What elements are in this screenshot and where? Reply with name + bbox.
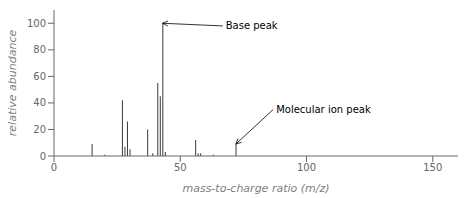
svg-text:50: 50 xyxy=(174,162,187,173)
svg-text:0: 0 xyxy=(40,151,46,162)
svg-text:mass-to-charge ratio (m/z): mass-to-charge ratio (m/z) xyxy=(182,182,329,195)
svg-text:20: 20 xyxy=(33,124,46,135)
svg-text:60: 60 xyxy=(33,71,46,82)
svg-text:Base peak: Base peak xyxy=(226,20,278,31)
svg-text:40: 40 xyxy=(33,97,46,108)
svg-text:150: 150 xyxy=(423,162,442,173)
svg-text:80: 80 xyxy=(33,44,46,55)
svg-text:100: 100 xyxy=(27,18,46,29)
svg-text:100: 100 xyxy=(297,162,316,173)
svg-text:relative abundance: relative abundance xyxy=(8,30,19,137)
svg-text:Molecular ion peak: Molecular ion peak xyxy=(276,104,371,115)
svg-text:0: 0 xyxy=(51,162,57,173)
